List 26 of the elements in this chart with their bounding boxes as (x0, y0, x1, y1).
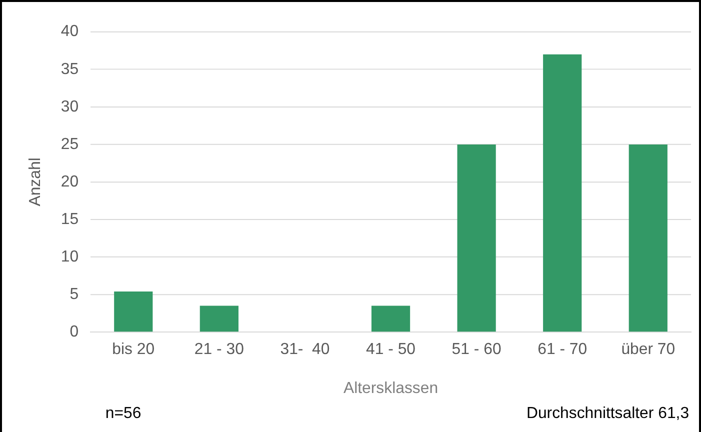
x-tick-label: über 70 (621, 340, 676, 358)
y-tick-label: 5 (70, 286, 79, 303)
x-tick-label: 51 - 60 (452, 340, 502, 358)
bar (114, 292, 153, 332)
bar (628, 144, 668, 332)
x-tick-label: bis 20 (112, 340, 155, 358)
x-tick-label: 21 - 30 (194, 340, 244, 358)
x-tick-label: 61 - 70 (538, 340, 588, 358)
x-tick-label: 41 - 50 (366, 340, 416, 358)
text: n=56 (105, 405, 142, 422)
text: Durchschnittsalter 61,3 (526, 405, 690, 422)
y-axis-title: Anzahl (26, 158, 44, 206)
y-tick-label: 35 (60, 60, 79, 78)
bar (543, 54, 582, 332)
bar (200, 306, 238, 332)
x-axis-title: Altersklassen (343, 380, 438, 397)
y-tick-label: 0 (70, 323, 79, 340)
y-tick-label: 10 (60, 248, 79, 266)
bar (457, 144, 496, 332)
y-tick-label: 20 (60, 173, 79, 190)
y-tick-label: 15 (60, 210, 79, 228)
x-tick-label: 31- 40 (280, 340, 330, 358)
y-tick-label: 40 (60, 23, 79, 40)
y-tick-label: 30 (60, 98, 79, 116)
y-tick-label: 25 (60, 136, 79, 153)
bar (371, 306, 410, 332)
